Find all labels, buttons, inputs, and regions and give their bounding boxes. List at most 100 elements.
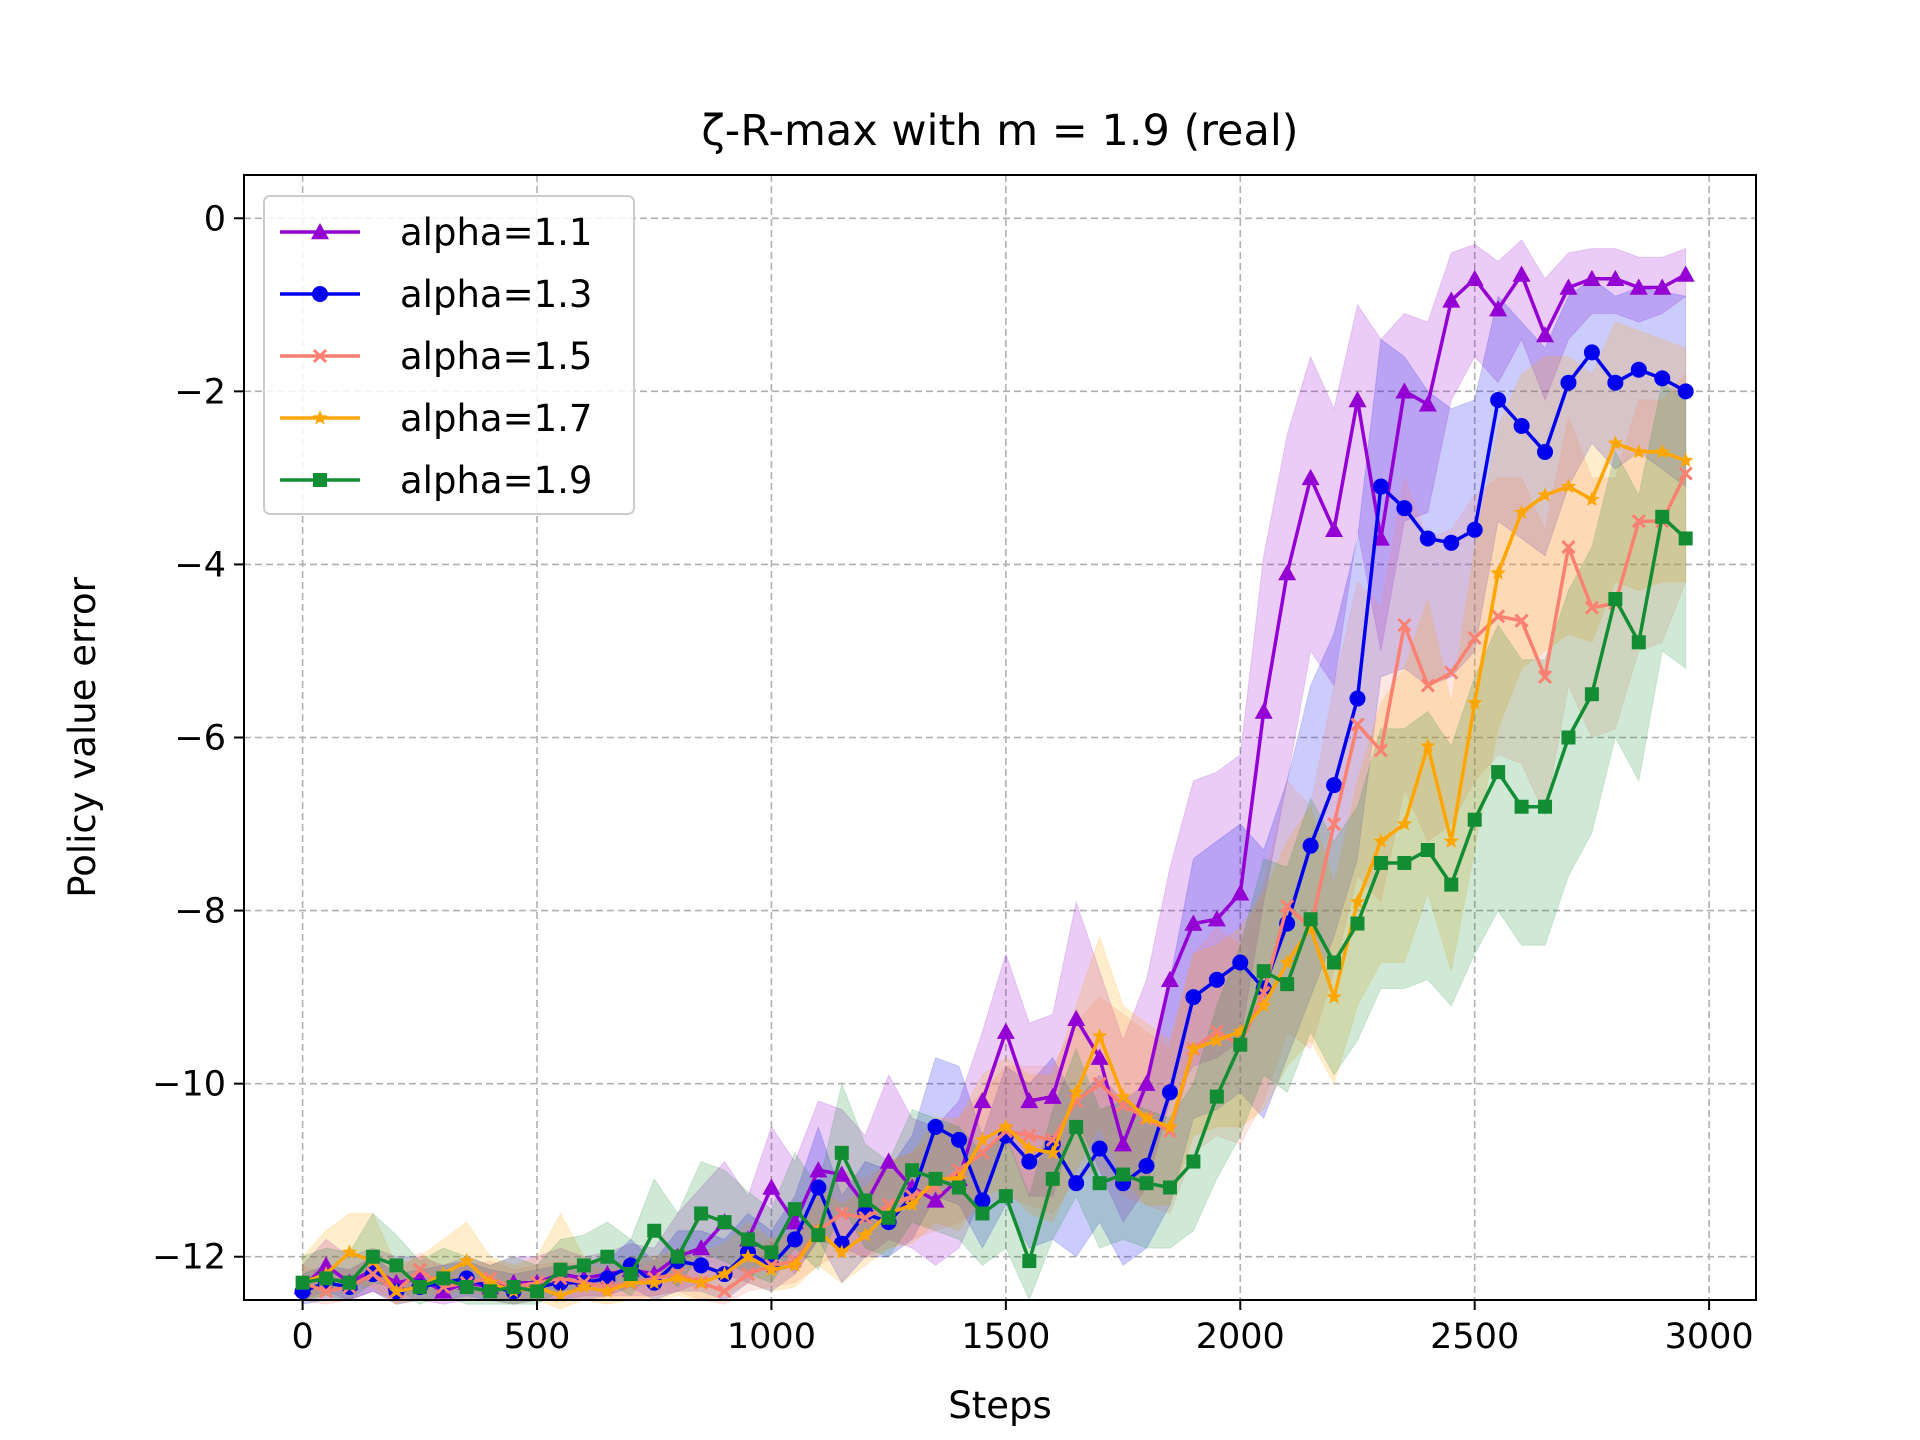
x-tick-label: 0 <box>291 1317 313 1357</box>
legend-marker <box>312 410 328 425</box>
point <box>858 1193 873 1208</box>
y-tick-label: −2 <box>174 372 226 412</box>
point <box>1184 914 1203 931</box>
point <box>1584 687 1599 702</box>
point <box>341 1244 358 1259</box>
point <box>1209 1089 1224 1104</box>
point <box>927 1118 944 1135</box>
legend-marker <box>312 286 328 302</box>
point <box>1233 1037 1248 1052</box>
point <box>717 1215 732 1230</box>
point <box>388 1283 404 1298</box>
point <box>1091 1140 1108 1157</box>
legend-label: alpha=1.7 <box>400 397 592 440</box>
y-tick-label: −12 <box>152 1238 226 1278</box>
point <box>834 1145 849 1160</box>
legend-marker <box>312 348 328 364</box>
point <box>1676 265 1695 282</box>
point <box>762 1178 781 1195</box>
y-axis-label: Policy value error <box>61 576 104 897</box>
point <box>1420 843 1435 857</box>
point <box>1491 765 1506 780</box>
legend-label: alpha=1.5 <box>400 335 592 378</box>
point <box>1114 1135 1133 1152</box>
point <box>1536 326 1555 343</box>
point <box>764 1245 779 1260</box>
point <box>1138 1157 1155 1174</box>
point <box>1349 690 1366 707</box>
band-series-4 <box>302 321 1687 1310</box>
point <box>1678 466 1693 481</box>
point <box>342 1275 357 1290</box>
point <box>1326 989 1342 1004</box>
point <box>1583 344 1600 361</box>
point <box>506 1280 521 1295</box>
point <box>974 1192 991 1209</box>
point <box>1584 600 1599 615</box>
legend-item: alpha=1.5 <box>280 335 592 378</box>
point <box>1537 443 1554 460</box>
point <box>1067 1009 1086 1026</box>
point <box>1254 702 1273 719</box>
point <box>1654 370 1671 387</box>
point <box>1537 487 1553 502</box>
point <box>1185 1041 1201 1056</box>
point <box>904 1196 920 1212</box>
point <box>1419 530 1436 547</box>
point <box>1514 504 1530 519</box>
point <box>717 1284 732 1299</box>
point <box>1584 491 1600 506</box>
point <box>975 1206 990 1221</box>
point <box>1490 392 1507 408</box>
point <box>763 1261 780 1277</box>
x-tick-label: 2500 <box>1430 1317 1519 1357</box>
point <box>1395 382 1414 399</box>
axis-ticks: 0 500 1000 1500 2000 2500 3000 0 −2 −4 −6 −8 −10 −12 <box>152 199 1754 1357</box>
point <box>1559 278 1578 295</box>
y-tick-label: −10 <box>152 1065 226 1105</box>
point <box>553 1262 568 1277</box>
point <box>1278 564 1297 581</box>
legend-item: alpha=1.1 <box>280 211 592 254</box>
point <box>1327 955 1342 970</box>
x-tick-label: 1000 <box>727 1317 816 1357</box>
point <box>1490 565 1506 580</box>
point <box>576 1279 592 1294</box>
point <box>810 1179 827 1196</box>
point <box>1301 468 1320 486</box>
point <box>926 1191 945 1208</box>
point <box>1514 613 1529 628</box>
series-lines <box>293 265 1695 1303</box>
point <box>1020 1091 1039 1109</box>
point <box>1443 833 1459 848</box>
point <box>1138 1110 1155 1125</box>
legend-item: alpha=1.7 <box>280 397 592 440</box>
point <box>365 1266 380 1282</box>
point <box>552 1287 569 1303</box>
point <box>740 1248 756 1264</box>
point <box>436 1271 451 1286</box>
point <box>1162 1180 1177 1195</box>
point <box>1280 899 1295 914</box>
point <box>1489 300 1508 317</box>
point <box>1443 534 1460 551</box>
point <box>1303 912 1318 927</box>
point <box>857 1227 873 1242</box>
point <box>1444 877 1459 892</box>
point <box>1116 1167 1131 1182</box>
point <box>1606 269 1625 287</box>
point <box>858 1210 873 1225</box>
point <box>1397 617 1412 633</box>
point <box>694 1206 709 1221</box>
band-series-3 <box>302 372 1687 1305</box>
legend: alpha=1.1 alpha=1.3 alpha=1.5 alpha=1.7 alph… <box>263 195 635 515</box>
point <box>1068 1175 1085 1192</box>
point <box>879 1152 898 1169</box>
point <box>1560 478 1577 493</box>
point <box>1090 1048 1109 1065</box>
point <box>670 1270 686 1285</box>
point <box>1350 717 1365 732</box>
point <box>599 1283 615 1298</box>
legend-label: alpha=1.1 <box>400 211 592 254</box>
legend-label: alpha=1.9 <box>400 459 592 502</box>
